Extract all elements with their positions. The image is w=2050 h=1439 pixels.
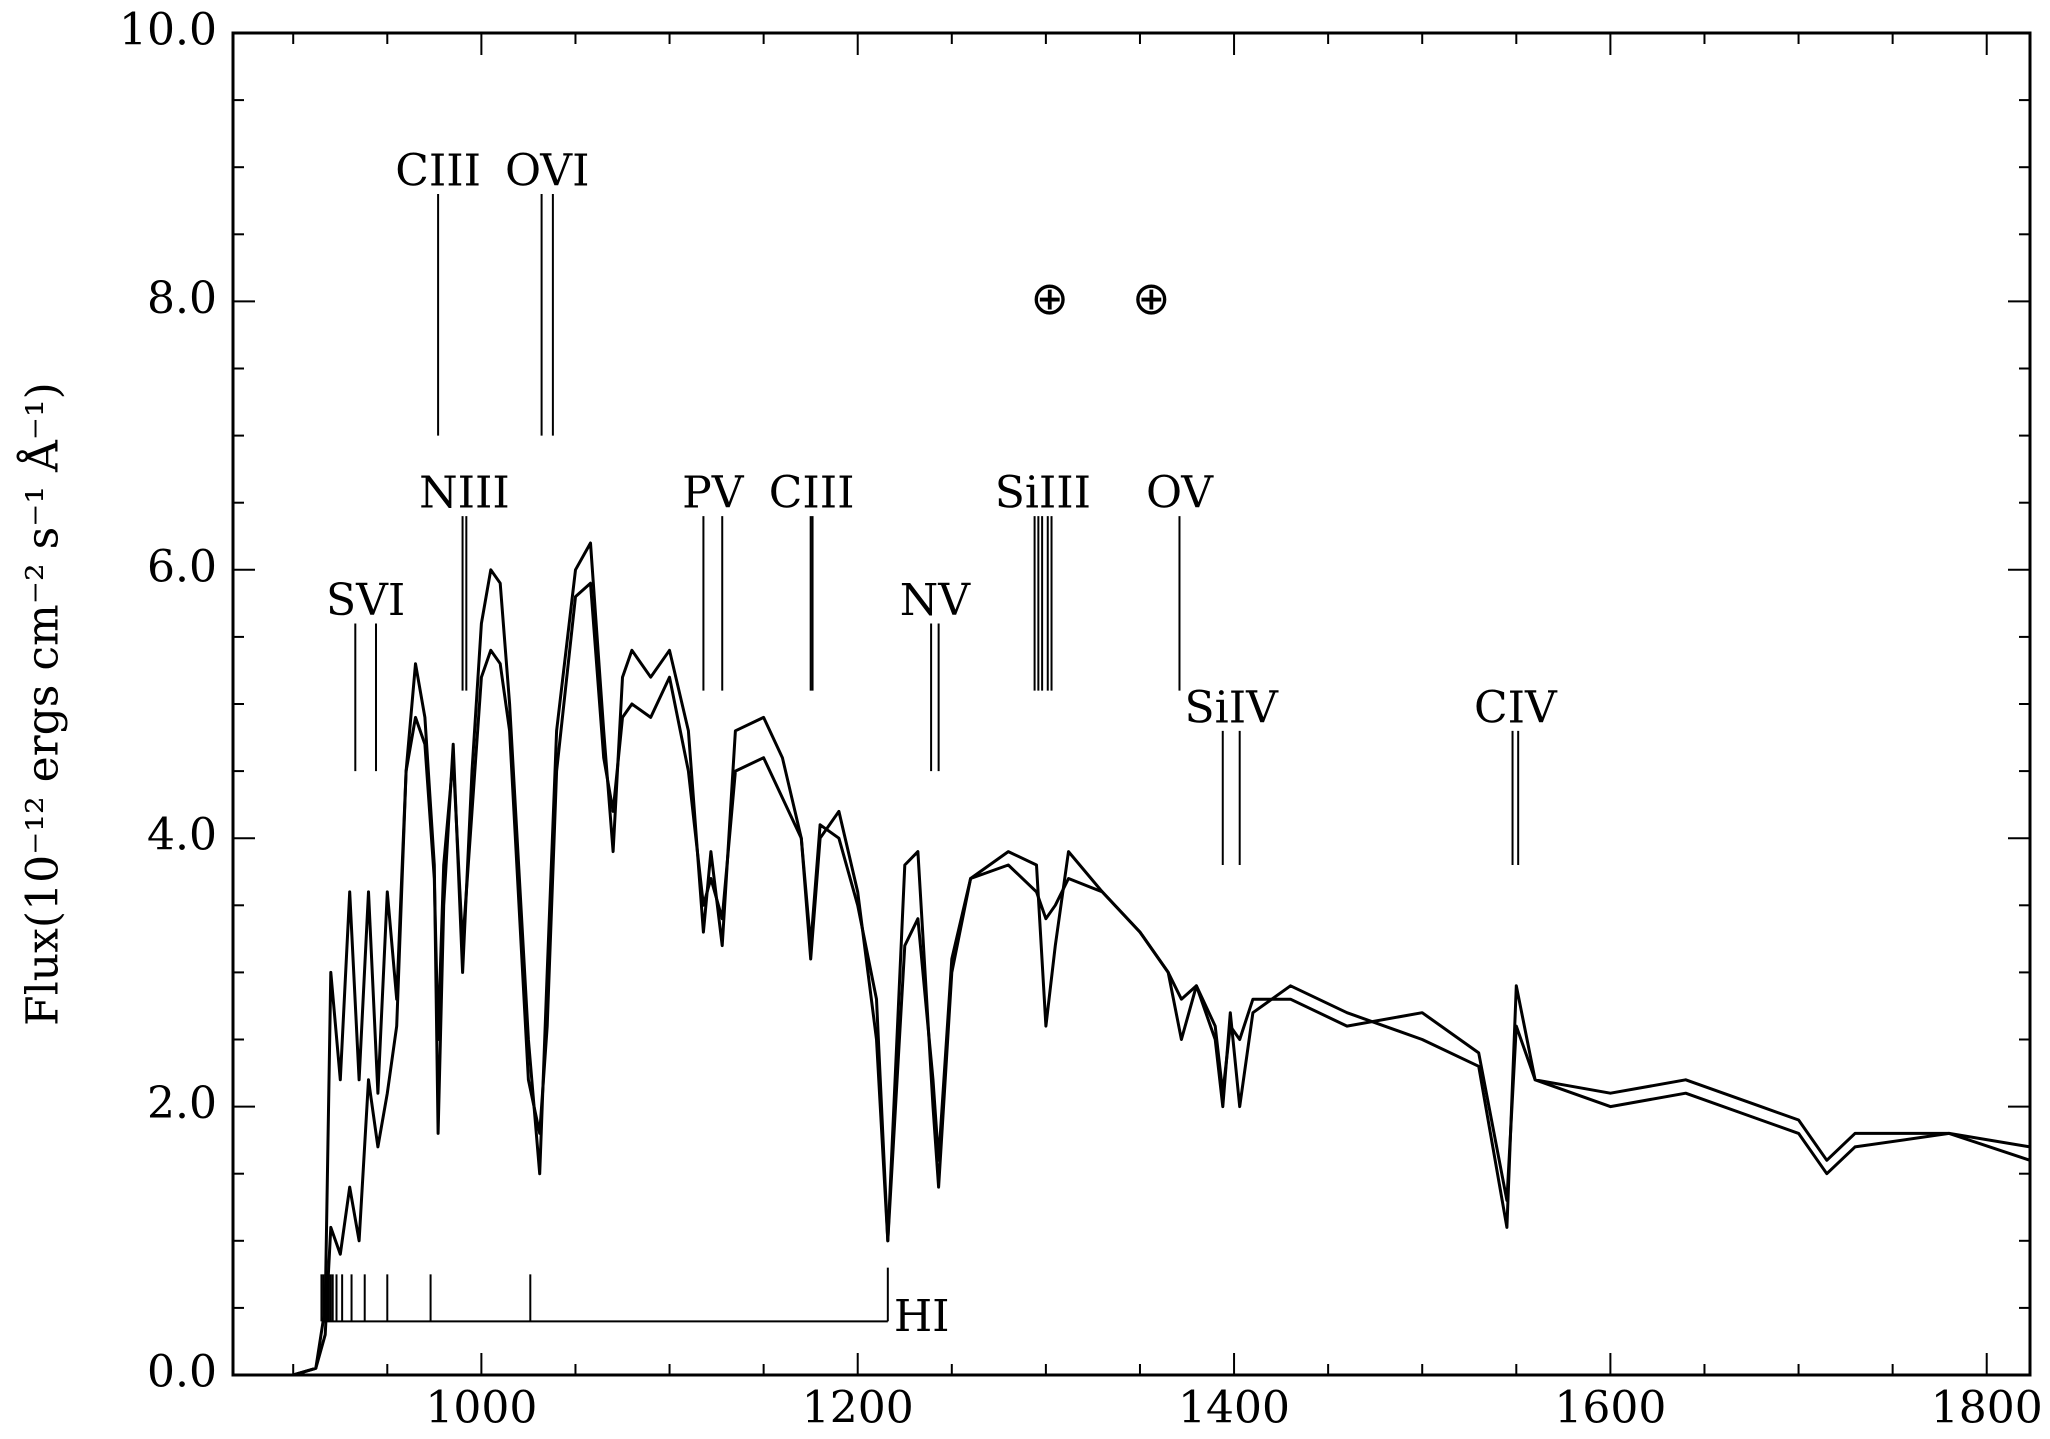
y-tick-label: 0.0 <box>147 1347 217 1398</box>
x-tick-label: 1800 <box>1931 1383 2043 1434</box>
plot-frame <box>231 31 2032 1377</box>
line-id-label: SiIII <box>995 468 1091 519</box>
line-id-label: PV <box>682 468 745 519</box>
y-tick-label: 6.0 <box>147 541 217 592</box>
line-id-label: CIII <box>395 146 481 197</box>
line-id-label: OV <box>1146 468 1214 519</box>
y-axis-label: Flux(10⁻¹² ergs cm⁻² s⁻¹ Å⁻¹) <box>16 382 69 1026</box>
line-id-label: NV <box>900 575 972 626</box>
line-id-label: OVI <box>505 146 589 197</box>
y-tick-label: 10.0 <box>119 5 217 56</box>
x-tick-label: 1600 <box>1554 1383 1666 1434</box>
y-tick-label: 2.0 <box>147 1078 217 1129</box>
line-id-label: CIII <box>769 468 855 519</box>
earth-marker: ⊕ <box>1030 271 1069 325</box>
x-tick-label: 1000 <box>425 1383 537 1434</box>
y-tick-label: 4.0 <box>147 810 217 861</box>
line-id-label: SVI <box>326 575 405 626</box>
y-tick-label: 8.0 <box>147 273 217 324</box>
earth-marker: ⊕ <box>1132 271 1171 325</box>
hi-label: HI <box>894 1291 950 1342</box>
x-tick-label: 1200 <box>802 1383 914 1434</box>
spectrum-line <box>236 581 2031 1377</box>
line-id-label: CIV <box>1474 682 1558 733</box>
line-id-label: SiIV <box>1185 682 1280 733</box>
spectrum-line <box>236 541 2031 1377</box>
x-tick-label: 1400 <box>1178 1383 1290 1434</box>
line-id-label: NIII <box>419 468 510 519</box>
